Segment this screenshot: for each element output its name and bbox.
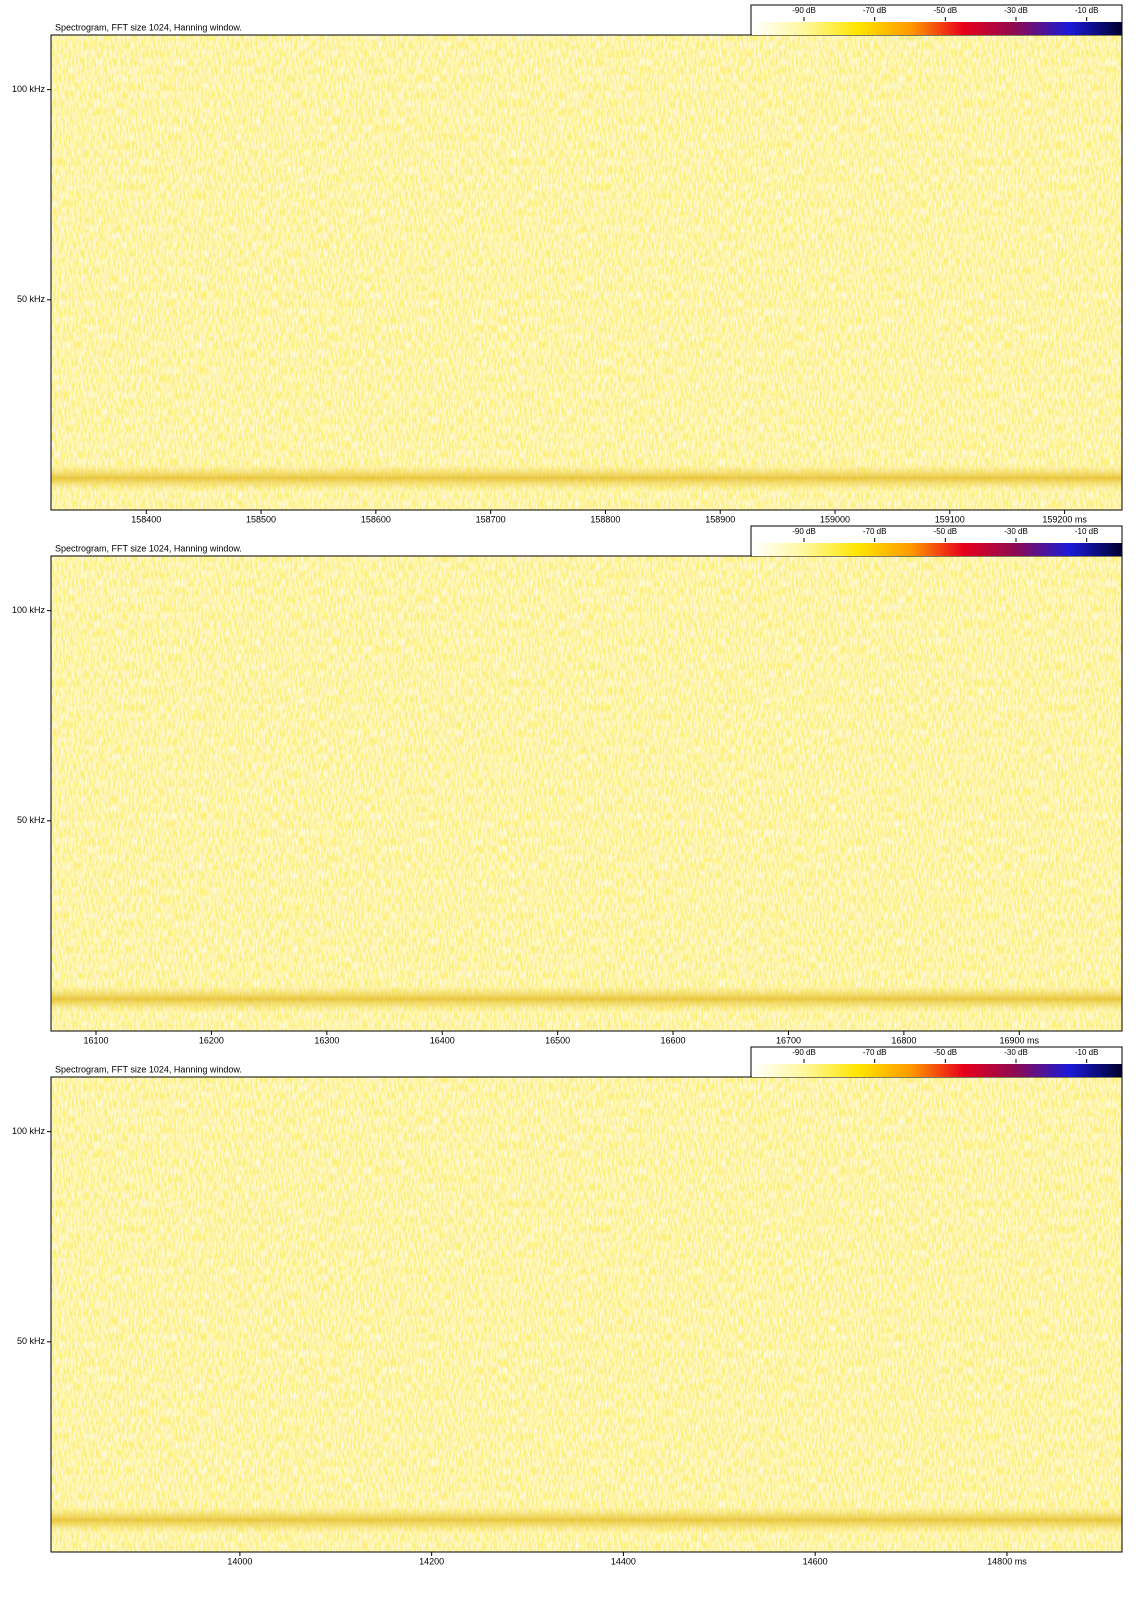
colorbar-tick-label: -90 dB [792,1048,816,1057]
x-tick-label: 158400 [131,514,161,524]
low-frequency-noise-band [51,465,1122,491]
chart-title: Spectrogram, FFT size 1024, Hanning wind… [55,1064,242,1074]
colorbar-gradient [752,1064,1122,1077]
x-tick-label: 14800 ms [987,1556,1027,1566]
colorbar-tick-label: -50 dB [934,6,958,15]
colorbar-tick-label: -10 dB [1075,1048,1099,1057]
x-tick-label: 14400 [611,1556,636,1566]
x-tick-label: 16700 [776,1035,801,1045]
spectrogram-image [51,35,1122,510]
colorbar-tick-label: -90 dB [792,527,816,536]
colorbar-tick-label: -50 dB [934,1048,958,1057]
page: {"chart_data": [ {"type": "spectrogram",… [0,0,1144,1598]
x-tick-label: 158800 [590,514,620,524]
colorbar: -90 dB -70 dB -50 dB -30 dB -10 dB [751,526,1122,556]
x-tick-label: 16100 [83,1035,108,1045]
colorbar-tick-label: -30 dB [1004,6,1028,15]
x-tick-label: 158700 [476,514,506,524]
x-tick-label: 16300 [314,1035,339,1045]
low-frequency-noise-band [51,986,1122,1012]
y-tick-label: 100 kHz [12,605,46,615]
colorbar-tick-label: -70 dB [863,1048,887,1057]
spectrogram-image [51,1077,1122,1552]
x-tick-label: 159000 [820,514,850,524]
colorbar-tick-label: -10 dB [1075,6,1099,15]
colorbar-gradient [752,22,1122,35]
low-frequency-noise-band [51,1507,1122,1533]
x-tick-label: 158900 [705,514,735,524]
x-tick-label: 14000 [227,1556,252,1566]
y-tick-label: 50 kHz [17,815,46,825]
colorbar-tick-label: -70 dB [863,6,887,15]
colorbar: -90 dB -70 dB -50 dB -30 dB -10 dB [751,5,1122,35]
x-tick-label: 16500 [545,1035,570,1045]
x-tick-label: 16900 ms [1000,1035,1040,1045]
spectrogram-image [51,556,1122,1031]
colorbar-tick-label: -50 dB [934,527,958,536]
panel: Spectrogram, FFT size 1024, Hanning wind… [12,526,1122,1045]
colorbar-tick-label: -70 dB [863,527,887,536]
x-tick-label: 16400 [430,1035,455,1045]
x-tick-label: 14600 [803,1556,828,1566]
x-tick-label: 16600 [661,1035,686,1045]
y-tick-label: 100 kHz [12,84,46,94]
panel: Spectrogram, FFT size 1024, Hanning wind… [12,5,1122,524]
spectrogram-view: Spectrogram, FFT size 1024, Hanning wind… [0,0,1144,1598]
x-tick-label: 159200 ms [1042,514,1087,524]
y-tick-label: 50 kHz [17,1336,46,1346]
chart-title: Spectrogram, FFT size 1024, Hanning wind… [55,22,242,32]
y-tick-label: 50 kHz [17,294,46,304]
x-tick-label: 159100 [935,514,965,524]
colorbar: -90 dB -70 dB -50 dB -30 dB -10 dB [751,1047,1122,1077]
panel: Spectrogram, FFT size 1024, Hanning wind… [12,1047,1122,1566]
y-tick-label: 100 kHz [12,1126,46,1136]
x-tick-label: 16200 [199,1035,224,1045]
x-tick-label: 158600 [361,514,391,524]
x-tick-label: 158500 [246,514,276,524]
x-tick-label: 16800 [891,1035,916,1045]
chart-title: Spectrogram, FFT size 1024, Hanning wind… [55,543,242,553]
x-tick-label: 14200 [419,1556,444,1566]
colorbar-tick-label: -30 dB [1004,1048,1028,1057]
colorbar-tick-label: -10 dB [1075,527,1099,536]
colorbar-tick-label: -30 dB [1004,527,1028,536]
colorbar-gradient [752,543,1122,556]
colorbar-tick-label: -90 dB [792,6,816,15]
